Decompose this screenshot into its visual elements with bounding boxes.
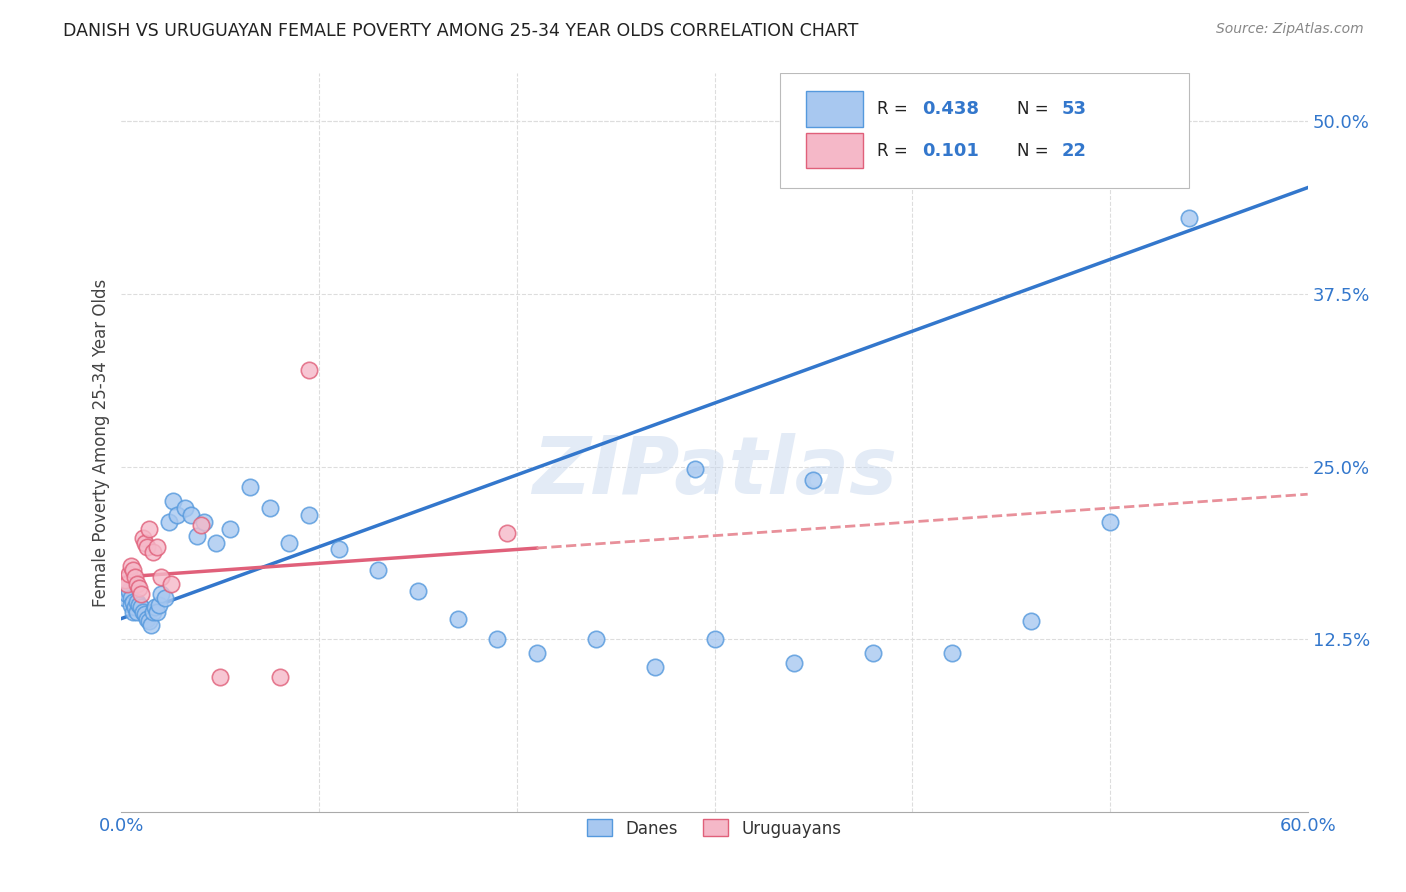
- Point: [124, 600, 146, 615]
- Point: [406, 583, 429, 598]
- Point: [117, 587, 139, 601]
- Point: [186, 529, 208, 543]
- Point: [803, 474, 825, 488]
- Point: [139, 618, 162, 632]
- Point: [146, 605, 169, 619]
- Point: [205, 535, 228, 549]
- Point: [496, 525, 519, 540]
- Point: [367, 563, 389, 577]
- Point: [149, 570, 172, 584]
- Point: [128, 598, 150, 612]
- Point: [862, 646, 884, 660]
- FancyBboxPatch shape: [806, 92, 863, 127]
- Point: [127, 595, 149, 609]
- Point: [127, 577, 149, 591]
- Point: [526, 646, 548, 660]
- Text: R =: R =: [877, 100, 912, 118]
- Point: [118, 567, 141, 582]
- Point: [148, 598, 170, 612]
- Point: [120, 598, 142, 612]
- Point: [114, 573, 136, 587]
- Point: [127, 605, 149, 619]
- Text: R =: R =: [877, 142, 912, 160]
- Point: [173, 501, 195, 516]
- Point: [138, 522, 160, 536]
- Point: [114, 591, 136, 605]
- Point: [134, 535, 156, 549]
- Point: [1178, 211, 1201, 225]
- Point: [122, 595, 145, 609]
- Point: [138, 615, 160, 629]
- Point: [117, 577, 139, 591]
- Point: [128, 581, 150, 595]
- Point: [120, 591, 142, 605]
- Point: [219, 522, 242, 536]
- Text: Source: ZipAtlas.com: Source: ZipAtlas.com: [1216, 22, 1364, 37]
- Point: [941, 646, 963, 660]
- FancyBboxPatch shape: [806, 133, 863, 169]
- Text: 0.101: 0.101: [922, 142, 979, 160]
- Point: [486, 632, 509, 647]
- Point: [259, 501, 281, 516]
- Text: ZIPatlas: ZIPatlas: [531, 433, 897, 511]
- Point: [446, 611, 468, 625]
- Point: [162, 494, 184, 508]
- Text: 53: 53: [1062, 100, 1087, 118]
- Y-axis label: Female Poverty Among 25-34 Year Olds: Female Poverty Among 25-34 Year Olds: [93, 278, 110, 607]
- Text: 0.438: 0.438: [922, 100, 979, 118]
- Point: [157, 515, 180, 529]
- Point: [278, 535, 301, 549]
- Point: [153, 591, 176, 605]
- Point: [149, 587, 172, 601]
- Point: [136, 611, 159, 625]
- Text: N =: N =: [1017, 100, 1054, 118]
- Point: [683, 462, 706, 476]
- Legend: Danes, Uruguayans: Danes, Uruguayans: [581, 813, 848, 844]
- Point: [143, 600, 166, 615]
- Point: [129, 587, 152, 601]
- Point: [1019, 615, 1042, 629]
- Point: [122, 563, 145, 577]
- Point: [136, 540, 159, 554]
- Point: [118, 583, 141, 598]
- Point: [298, 363, 321, 377]
- Point: [122, 605, 145, 619]
- Point: [269, 669, 291, 683]
- Point: [585, 632, 607, 647]
- Point: [120, 559, 142, 574]
- Point: [239, 480, 262, 494]
- Point: [193, 515, 215, 529]
- Point: [132, 532, 155, 546]
- Point: [142, 605, 165, 619]
- Point: [160, 577, 183, 591]
- Point: [180, 508, 202, 522]
- Point: [129, 600, 152, 615]
- Text: N =: N =: [1017, 142, 1054, 160]
- Point: [146, 540, 169, 554]
- Point: [209, 669, 232, 683]
- Text: DANISH VS URUGUAYAN FEMALE POVERTY AMONG 25-34 YEAR OLDS CORRELATION CHART: DANISH VS URUGUAYAN FEMALE POVERTY AMONG…: [63, 22, 859, 40]
- Point: [328, 542, 350, 557]
- Point: [134, 607, 156, 622]
- Point: [190, 517, 212, 532]
- Point: [142, 545, 165, 559]
- FancyBboxPatch shape: [780, 73, 1189, 187]
- Point: [132, 605, 155, 619]
- Point: [703, 632, 725, 647]
- Point: [1098, 515, 1121, 529]
- Point: [124, 570, 146, 584]
- Point: [644, 660, 666, 674]
- Point: [298, 508, 321, 522]
- Text: 22: 22: [1062, 142, 1087, 160]
- Point: [166, 508, 188, 522]
- Point: [782, 656, 804, 670]
